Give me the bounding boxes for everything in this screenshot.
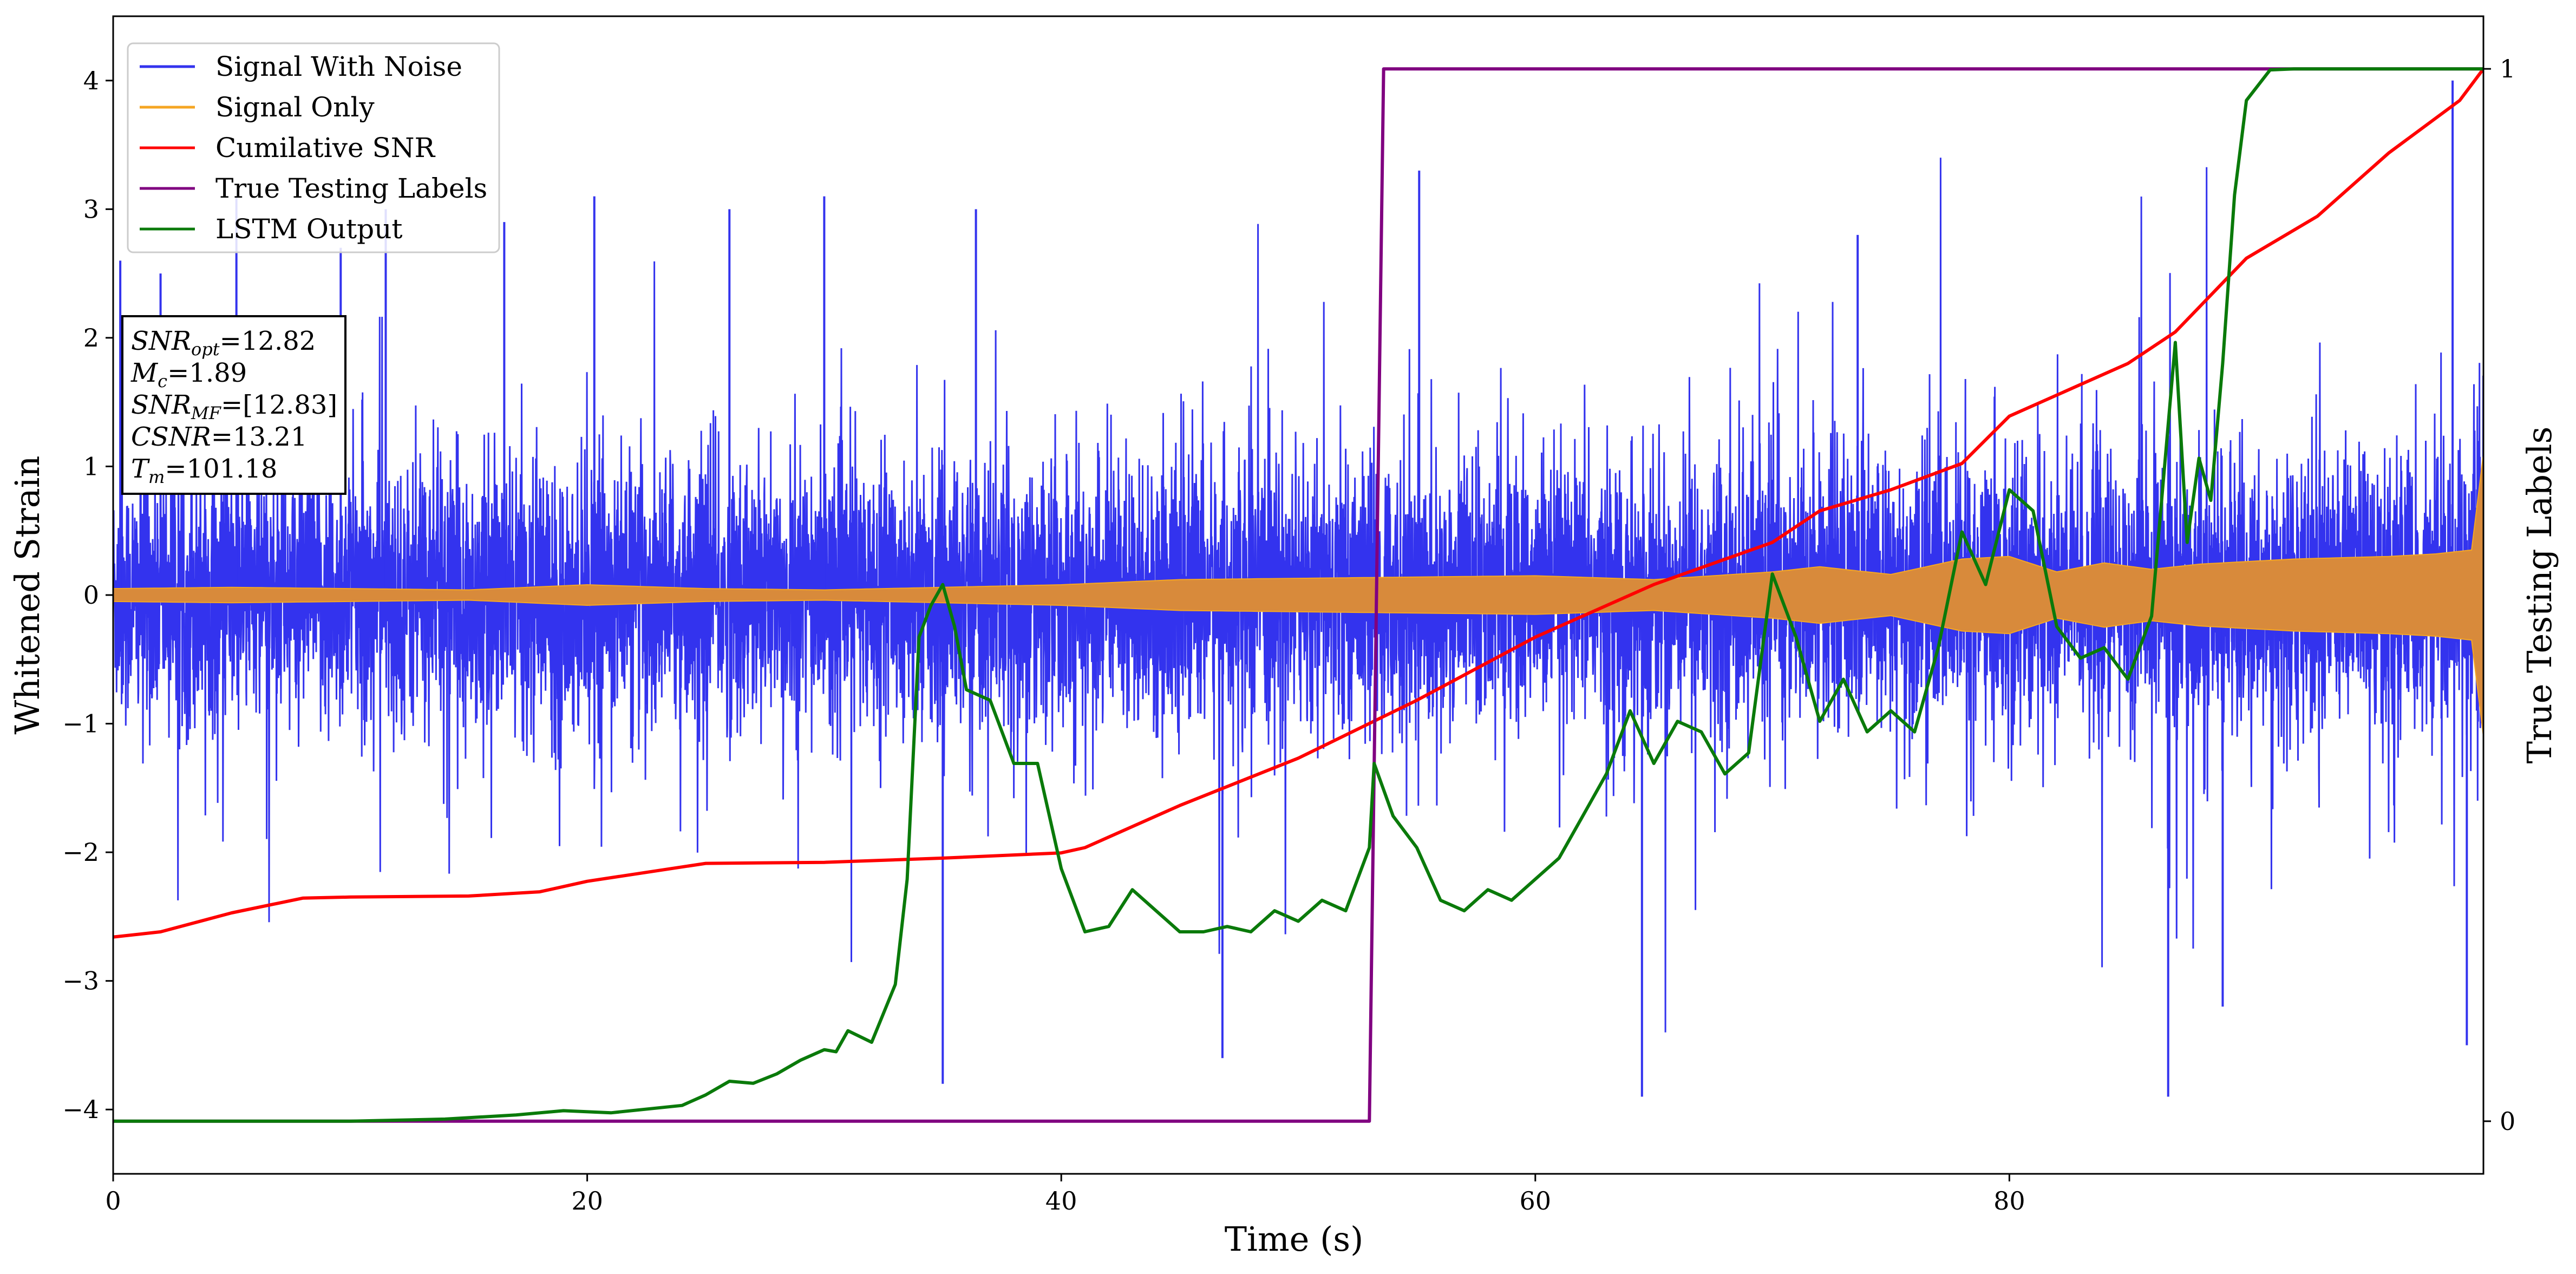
x-tick-label: 80 xyxy=(1993,1186,2025,1216)
y2-axis-ticks: 01 xyxy=(2483,54,2515,1136)
y-tick-label: 4 xyxy=(83,66,99,95)
info-symbol: M xyxy=(130,358,159,388)
true-labels-line xyxy=(113,67,2483,1123)
info-symbol: SNR xyxy=(131,326,191,356)
y2-tick-label: 0 xyxy=(2500,1107,2515,1136)
y-tick-label: −3 xyxy=(62,966,99,996)
y-tick-label: −1 xyxy=(62,709,99,739)
info-symbol: T xyxy=(131,454,150,484)
info-value: =101.18 xyxy=(165,454,277,484)
signal-with-noise-series xyxy=(113,80,2483,1097)
y-tick-label: −2 xyxy=(62,838,99,867)
info-box-line: CSNR=13.21 xyxy=(131,422,307,452)
x-tick-label: 20 xyxy=(571,1186,603,1216)
info-value: =13.21 xyxy=(211,422,308,452)
legend-entry-true-labels: True Testing Labels xyxy=(140,173,487,204)
info-subscript: MF xyxy=(191,403,222,423)
y-tick-label: 3 xyxy=(83,194,99,224)
info-subscript: opt xyxy=(191,339,220,360)
info-box-line: SNRopt=12.82 xyxy=(131,326,316,360)
y2-axis-label: True Testing Labels xyxy=(2520,427,2559,764)
signal-only-band xyxy=(113,453,2483,737)
y-axis-label: Whitened Strain xyxy=(8,456,47,735)
y-tick-label: 1 xyxy=(83,452,99,481)
legend-entry-cumulative-snr: Cumilative SNR xyxy=(140,132,435,164)
legend-label: True Testing Labels xyxy=(215,173,487,204)
x-tick-label: 0 xyxy=(105,1186,121,1216)
plot-area xyxy=(113,67,2483,1123)
info-box-line: Mc=1.89 xyxy=(130,358,247,391)
legend: Signal With Noise Signal Only Cumilative S… xyxy=(127,42,500,253)
legend-label: LSTM Output xyxy=(215,213,402,245)
info-box-line: SNRMF=[12.83] xyxy=(131,390,337,423)
legend-entry-signal-with-noise: Signal With Noise xyxy=(140,51,462,82)
legend-label: Signal With Noise xyxy=(215,51,462,82)
legend-label: Cumilative SNR xyxy=(215,132,435,164)
info-value: =[12.83] xyxy=(221,390,337,420)
cumulative-snr-line xyxy=(113,68,2483,939)
info-box-line: Tm=101.18 xyxy=(131,454,278,487)
info-box-frame xyxy=(121,315,346,495)
line-series-layer xyxy=(113,67,2483,1123)
x-axis-ticks: 0 20 40 60 80 xyxy=(105,1174,2025,1216)
y-tick-label: −4 xyxy=(62,1095,99,1124)
legend-entry-signal-only: Signal Only xyxy=(140,92,375,123)
legend-label: Signal Only xyxy=(215,92,375,123)
y2-tick-label: 1 xyxy=(2500,54,2515,83)
x-tick-label: 40 xyxy=(1045,1186,1077,1216)
x-axis-label: Time (s) xyxy=(1225,1219,1364,1259)
y-tick-label: 0 xyxy=(83,580,99,610)
legend-entry-lstm-output: LSTM Output xyxy=(140,213,402,245)
info-value: =1.89 xyxy=(167,358,247,388)
legend-box xyxy=(127,42,500,253)
signal-only-series xyxy=(113,453,2483,737)
y-tick-label: 2 xyxy=(83,323,99,352)
info-symbol: CSNR xyxy=(131,422,211,452)
x-tick-label: 60 xyxy=(1520,1186,1552,1216)
info-subscript: m xyxy=(148,467,165,487)
y-axis-ticks: −4 −3 −2 −1 0 1 2 3 4 xyxy=(62,66,113,1124)
info-subscript: c xyxy=(158,371,167,391)
info-box: SNRopt=12.82Mc=1.89SNRMF=[12.83]CSNR=13.… xyxy=(121,315,346,495)
info-symbol: SNR xyxy=(131,390,191,420)
noise-trace xyxy=(113,158,2483,1033)
info-value: =12.82 xyxy=(220,326,316,356)
lstm-output-line xyxy=(113,67,2483,1123)
